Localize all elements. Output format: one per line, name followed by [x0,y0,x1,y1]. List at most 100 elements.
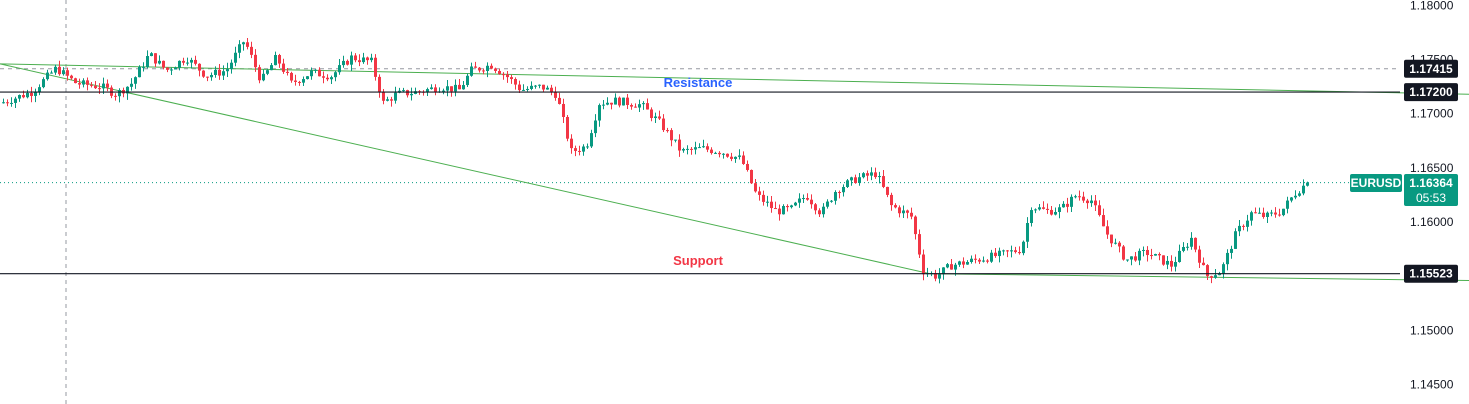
candle-body [706,146,709,150]
candle-body [174,67,177,70]
candle-body [730,156,733,159]
candle-body [26,92,29,98]
candle-body [74,78,77,84]
candlesticks [2,38,1309,284]
candle-body [374,57,377,77]
candle-body [822,206,825,215]
price-tag-label: 1.15523 [1409,267,1453,281]
candle-body [950,264,953,270]
candle-body [1170,260,1173,267]
y-tick-label: 1.15000 [1410,323,1454,337]
candle-body [98,88,101,90]
candle-body [1270,212,1273,214]
candle-body [1026,223,1029,242]
candle-body [150,53,153,57]
candle-body [734,156,737,159]
last-price-badge [1404,174,1458,206]
candle-body [506,74,509,78]
candle-body [658,116,661,119]
candle-body [114,95,117,97]
candle-body [622,97,625,106]
candle-body [62,70,65,75]
candle-body [670,130,673,141]
candle-body [86,80,89,85]
candle-body [770,201,773,209]
candle-body [818,210,821,215]
candle-body [514,79,517,85]
candle-body [322,76,325,78]
candle-body [1022,241,1025,254]
candle-body [434,87,437,93]
candle-body [538,84,541,86]
candle-body [1190,237,1193,247]
candle-body [1290,197,1293,201]
candle-body [442,90,445,92]
candle-body [30,92,33,96]
candle-body [362,57,365,63]
candle-body [1154,254,1157,256]
candle-body [806,198,809,200]
candle-body [646,103,649,110]
candle-body [118,90,121,97]
candle-body [222,71,225,76]
candle-body [366,57,369,61]
candle-body [1030,210,1033,224]
y-tick-label: 1.18000 [1410,0,1454,12]
candle-body [1122,246,1125,260]
candle-body [1210,276,1213,278]
candle-body [922,254,925,275]
candle-body [590,133,593,147]
candle-body [790,205,793,208]
candle-body [498,70,501,75]
candle-body [146,56,149,67]
candle-body [774,208,777,210]
candle-body [986,260,989,262]
candle-body [1278,214,1281,216]
candle-body [686,148,689,150]
candle-body [586,146,589,148]
candle-body [1178,250,1181,263]
candle-body [1258,212,1261,214]
candle-body [402,90,405,92]
price-axis[interactable]: 1.180001.175001.170001.165001.160001.150… [1404,0,1458,392]
price-tag-badge [1404,264,1458,283]
candle-body [958,261,961,265]
candle-body [286,71,289,73]
candle-body [662,118,665,131]
candle-body [94,85,97,89]
candle-body [470,66,473,76]
candle-body [214,69,217,75]
candle-body [502,74,505,76]
candle-body [234,52,237,63]
candle-body [454,84,457,92]
candle-body [722,153,725,155]
candle-body [826,201,829,207]
candle-body [226,69,229,72]
candle-body [14,98,17,103]
candle-body [1086,200,1089,204]
candle-body [978,259,981,262]
candle-body [1098,205,1101,216]
candle-body [1130,256,1133,260]
candle-body [530,85,533,89]
candle-body [446,86,449,91]
candle-body [798,198,801,203]
candle-body [870,172,873,176]
candle-body [738,155,741,157]
candle-body [1018,252,1021,254]
candle-body [1002,250,1005,252]
candle-body [966,262,969,265]
candle-body [1174,262,1177,267]
candle-body [82,80,85,85]
candle-body [1006,250,1009,252]
candle-body [1246,220,1249,227]
candle-body [578,150,581,152]
candle-body [1282,208,1285,216]
candle-body [1070,196,1073,207]
candle-body [1214,275,1217,278]
candle-body [642,103,645,105]
candle-body [666,130,669,132]
candle-body [266,70,269,74]
candle-body [902,210,905,214]
